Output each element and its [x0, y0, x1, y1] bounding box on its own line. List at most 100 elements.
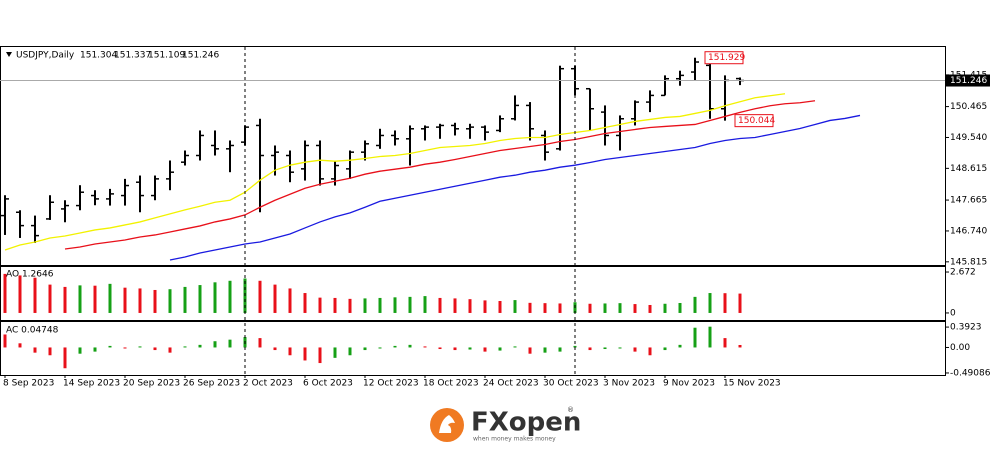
indicator-line	[64, 100, 816, 250]
histogram-bar	[273, 284, 277, 313]
header-low: 151.109	[148, 51, 185, 61]
histogram-bar	[63, 347, 67, 369]
histogram-bar	[648, 304, 652, 313]
y-tick-label: 148.615	[950, 164, 987, 174]
histogram-bar	[168, 289, 172, 313]
histogram-bar	[288, 288, 292, 313]
histogram-bar	[183, 286, 187, 313]
histogram-bar	[633, 304, 637, 313]
histogram-bar	[183, 346, 187, 348]
histogram-bar	[543, 303, 547, 313]
panel-0	[1, 57, 861, 261]
histogram-bar	[333, 347, 337, 358]
histogram-bar	[363, 347, 367, 351]
panel-1	[3, 273, 742, 313]
histogram-bar	[63, 286, 67, 313]
histogram-bar	[258, 338, 262, 348]
histogram-bar	[723, 338, 727, 348]
brand-mark: ®	[567, 406, 574, 414]
y-tick-label: 0.3923	[950, 323, 982, 333]
histogram-bar	[423, 296, 427, 313]
y-tick-label: 146.740	[950, 226, 987, 236]
histogram-bar	[78, 285, 82, 313]
brand-tagline: when money makes money	[473, 436, 556, 443]
x-tick-label: 2 Oct 2023	[243, 379, 293, 389]
histogram-bar	[603, 347, 607, 350]
histogram-bar	[483, 347, 487, 352]
histogram-bar	[333, 297, 337, 313]
histogram-bar	[738, 293, 742, 313]
x-tick-label: 9 Nov 2023	[663, 379, 715, 389]
x-tick-label: 8 Sep 2023	[3, 379, 54, 389]
ao-title: AO 1.2646	[6, 270, 54, 280]
main-panel-frame	[0, 46, 946, 266]
x-tick-label: 30 Oct 2023	[543, 379, 599, 389]
histogram-bar	[708, 326, 712, 348]
histogram-bar	[573, 345, 577, 348]
histogram-bar	[273, 347, 277, 351]
ac-panel-frame	[0, 321, 946, 376]
y-tick-label: 0.00	[950, 343, 970, 353]
y-tick-label: 150.465	[950, 102, 987, 112]
y-tick-label: 0	[950, 308, 956, 318]
histogram-bar	[33, 347, 37, 353]
histogram-bar	[438, 297, 442, 313]
histogram-bar	[633, 347, 637, 352]
menu-triangle	[6, 52, 12, 57]
histogram-bar	[588, 303, 592, 313]
x-tick-label: 14 Sep 2023	[63, 379, 120, 389]
histogram-bar	[48, 347, 52, 356]
histogram-bar	[138, 288, 142, 313]
histogram-bar	[153, 289, 157, 313]
indicator-line	[169, 114, 861, 261]
panel-2	[3, 326, 742, 369]
histogram-bar	[18, 343, 22, 348]
histogram-bar	[468, 299, 472, 313]
symbol-title: USDJPY,Daily	[16, 51, 75, 61]
histogram-bar	[498, 301, 502, 313]
histogram-bar	[318, 347, 322, 364]
ao-panel-frame	[0, 266, 946, 321]
histogram-bar	[603, 303, 607, 313]
histogram-bar	[108, 283, 112, 313]
histogram-bar	[453, 298, 457, 313]
price-annotation-box	[734, 114, 774, 128]
histogram-bar	[288, 347, 292, 356]
x-tick-label: 12 Oct 2023	[363, 379, 419, 389]
y-tick-label: 2.672	[950, 268, 976, 278]
histogram-bar	[438, 347, 442, 350]
plot-layer: 151.415150.465149.540148.615147.665146.7…	[0, 47, 991, 389]
histogram-bar	[228, 280, 232, 313]
histogram-bar	[318, 297, 322, 313]
histogram-bar	[3, 273, 7, 313]
histogram-bar	[123, 347, 127, 349]
histogram-bar	[738, 344, 742, 348]
x-tick-label: 15 Nov 2023	[723, 379, 781, 389]
histogram-bar	[528, 302, 532, 313]
histogram-bar	[33, 277, 37, 313]
y-tick-label: 145.815	[950, 257, 987, 267]
histogram-bar	[228, 339, 232, 348]
histogram-bar	[18, 275, 22, 313]
histogram-bar	[618, 303, 622, 313]
histogram-bar	[393, 297, 397, 313]
histogram-bar	[708, 293, 712, 313]
histogram-bar	[513, 346, 517, 348]
histogram-bar	[363, 298, 367, 313]
histogram-bar	[678, 344, 682, 348]
current-price-box	[946, 74, 990, 87]
brand-name: FXopen	[471, 408, 581, 438]
histogram-bar	[303, 347, 307, 361]
x-tick-label: 20 Sep 2023	[123, 379, 180, 389]
histogram-bar	[498, 347, 502, 351]
histogram-bar	[468, 347, 472, 350]
y-tick-label: 149.540	[950, 133, 987, 143]
histogram-bar	[198, 285, 202, 313]
histogram-bar	[543, 347, 547, 353]
histogram-bar	[648, 347, 652, 356]
histogram-bar	[408, 296, 412, 313]
price-annotation-box	[704, 51, 744, 65]
x-tick-label: 3 Nov 2023	[603, 379, 655, 389]
